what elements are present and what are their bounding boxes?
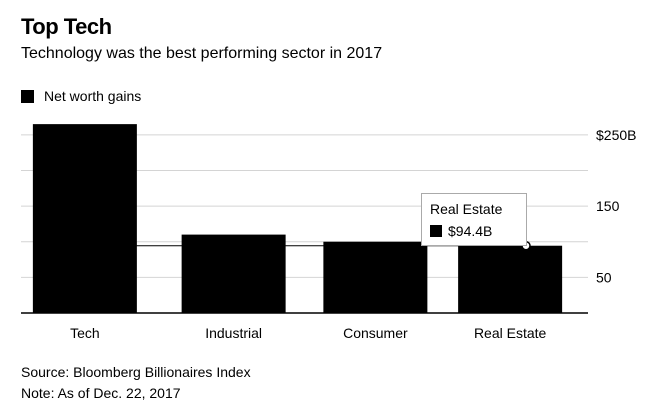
bar-real-estate[interactable] <box>458 245 563 313</box>
tooltip-row: $94.4B <box>430 223 492 239</box>
chart-title: Top Tech <box>21 14 112 39</box>
bar-layer: Tech Industrial Consumer Real Estate <box>32 124 563 341</box>
y-tick-label: 50 <box>596 269 612 285</box>
x-tick-label: Consumer <box>343 325 408 341</box>
tooltip-swatch <box>430 225 442 237</box>
bar-tech[interactable] <box>32 124 137 313</box>
y-tick-label: 150 <box>596 198 620 214</box>
x-tick-label: Industrial <box>205 325 262 341</box>
x-tick-label: Real Estate <box>474 325 547 341</box>
tooltip: Real Estate $94.4B <box>421 193 527 246</box>
bar-industrial[interactable] <box>181 234 286 313</box>
bar-consumer[interactable] <box>323 241 428 313</box>
legend-swatch <box>21 89 34 103</box>
tooltip-value: $94.4B <box>448 223 493 239</box>
chart-subtitle: Technology was the best performing secto… <box>21 45 383 62</box>
legend[interactable]: Net worth gains <box>21 88 141 104</box>
legend-label: Net worth gains <box>44 88 142 104</box>
source-note: Source: Bloomberg Billionaires Index <box>21 364 251 380</box>
x-tick-label: Tech <box>70 325 100 341</box>
date-note: Note: As of Dec. 22, 2017 <box>21 385 181 401</box>
y-tick-label: $250B <box>596 127 636 143</box>
tooltip-title: Real Estate <box>430 201 503 217</box>
